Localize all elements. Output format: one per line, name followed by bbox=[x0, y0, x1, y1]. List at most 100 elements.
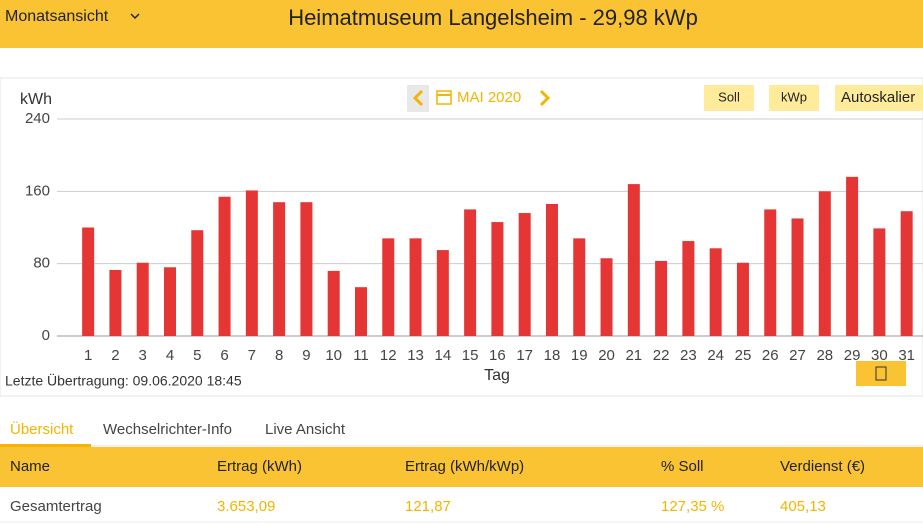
bar bbox=[764, 209, 777, 336]
x-tick-label: 2 bbox=[111, 347, 119, 364]
bar bbox=[491, 222, 504, 336]
bar bbox=[736, 262, 749, 336]
bar bbox=[655, 260, 668, 336]
x-tick-label: 22 bbox=[653, 347, 670, 364]
next-arrow[interactable] bbox=[539, 89, 551, 107]
x-tick-label: 23 bbox=[680, 347, 697, 364]
x-tick-label: 4 bbox=[166, 347, 174, 364]
active-tab-indicator bbox=[0, 444, 91, 447]
x-tick-label: 26 bbox=[762, 347, 779, 364]
x-tick-label: 24 bbox=[707, 347, 724, 364]
bar bbox=[382, 238, 395, 336]
y-tick-label: 240 bbox=[25, 110, 50, 127]
x-tick-label: 9 bbox=[302, 347, 310, 364]
bar bbox=[327, 270, 340, 336]
x-tick-label: 13 bbox=[407, 347, 424, 364]
top-bar bbox=[0, 0, 923, 48]
x-tick-label: 29 bbox=[844, 347, 861, 364]
view-menu[interactable]: Monatsansicht bbox=[5, 8, 109, 25]
x-tick-label: 12 bbox=[380, 347, 397, 364]
prev-button[interactable] bbox=[407, 85, 429, 112]
last-transfer: Letzte Übertragung: 09.06.2020 18:45 bbox=[5, 372, 242, 389]
bar bbox=[900, 211, 913, 336]
y-tick-label: 80 bbox=[33, 255, 50, 272]
x-tick-label: 15 bbox=[462, 347, 479, 364]
bar bbox=[846, 176, 859, 336]
toggle-button-label: Autoskalier bbox=[841, 89, 915, 106]
table-header bbox=[0, 447, 923, 487]
bar bbox=[873, 228, 886, 336]
table-cell: Gesamtertrag bbox=[10, 498, 102, 515]
bar bbox=[518, 213, 531, 336]
tab[interactable]: Wechselrichter-Info bbox=[103, 421, 232, 438]
x-tick-label: 20 bbox=[598, 347, 615, 364]
bar bbox=[300, 202, 313, 336]
x-tick-label: 17 bbox=[516, 347, 533, 364]
x-tick-label: 16 bbox=[489, 347, 506, 364]
bar bbox=[245, 190, 258, 336]
x-tick-label: 6 bbox=[220, 347, 228, 364]
table-cell: 3.653,09 bbox=[217, 498, 275, 515]
column-header: Ertrag (kWh) bbox=[217, 458, 302, 475]
x-tick-label: 19 bbox=[571, 347, 588, 364]
toggle-button-label: kWp bbox=[781, 89, 807, 104]
toggle-button[interactable] bbox=[769, 85, 819, 111]
bar bbox=[818, 191, 831, 336]
export-icon bbox=[875, 366, 887, 381]
x-tick-label: 1 bbox=[84, 347, 92, 364]
bar bbox=[573, 238, 586, 336]
bar bbox=[82, 227, 95, 336]
menu-chevron bbox=[130, 13, 140, 20]
y-axis-label: kWh bbox=[20, 91, 52, 108]
bar bbox=[464, 209, 477, 336]
x-tick-label: 18 bbox=[544, 347, 561, 364]
prev-arrow bbox=[412, 89, 424, 107]
bar bbox=[273, 202, 286, 336]
bar bbox=[136, 262, 149, 336]
bar bbox=[627, 184, 640, 336]
x-tick-label: 28 bbox=[816, 347, 833, 364]
table-cell: 405,13 bbox=[780, 498, 826, 515]
bar bbox=[191, 230, 204, 336]
x-tick-label: 10 bbox=[325, 347, 342, 364]
bar bbox=[354, 287, 367, 336]
x-tick-label: 30 bbox=[871, 347, 888, 364]
bar bbox=[545, 203, 558, 336]
bar bbox=[436, 250, 449, 336]
bar bbox=[600, 258, 613, 336]
calendar-icon bbox=[436, 90, 452, 105]
table-cell: 121,87 bbox=[405, 498, 451, 515]
period-label: MAI 2020 bbox=[457, 89, 521, 106]
toggle-button[interactable] bbox=[704, 85, 754, 111]
bar bbox=[791, 218, 804, 336]
column-header: Name bbox=[10, 458, 50, 475]
column-header: Verdienst (€) bbox=[780, 458, 865, 475]
x-tick-label: 21 bbox=[625, 347, 642, 364]
x-tick-label: 14 bbox=[434, 347, 451, 364]
table-cell: 127,35 % bbox=[661, 498, 724, 515]
bar bbox=[109, 269, 122, 336]
x-tick-label: 31 bbox=[898, 347, 915, 364]
toggle-button-label: Soll bbox=[718, 89, 740, 104]
x-tick-label: 11 bbox=[353, 347, 369, 364]
tab[interactable]: Live Ansicht bbox=[265, 421, 346, 438]
y-tick-label: 0 bbox=[42, 327, 50, 344]
bar bbox=[709, 248, 722, 336]
tab[interactable]: Übersicht bbox=[10, 420, 74, 438]
column-header: Ertrag (kWh/kWp) bbox=[405, 458, 524, 475]
x-tick-label: 3 bbox=[139, 347, 147, 364]
x-tick-label: 25 bbox=[735, 347, 752, 364]
bar bbox=[409, 238, 422, 336]
bar bbox=[163, 267, 176, 336]
y-tick-label: 160 bbox=[25, 182, 50, 199]
x-tick-label: 8 bbox=[275, 347, 283, 364]
toggle-button[interactable] bbox=[835, 85, 923, 111]
export-button[interactable] bbox=[856, 361, 906, 386]
page-title: Heimatmuseum Langelsheim - 29,98 kWp bbox=[288, 5, 698, 30]
x-tick-label: 27 bbox=[789, 347, 806, 364]
bar bbox=[218, 196, 231, 336]
x-axis-label: Tag bbox=[484, 367, 510, 384]
bar bbox=[682, 241, 695, 336]
